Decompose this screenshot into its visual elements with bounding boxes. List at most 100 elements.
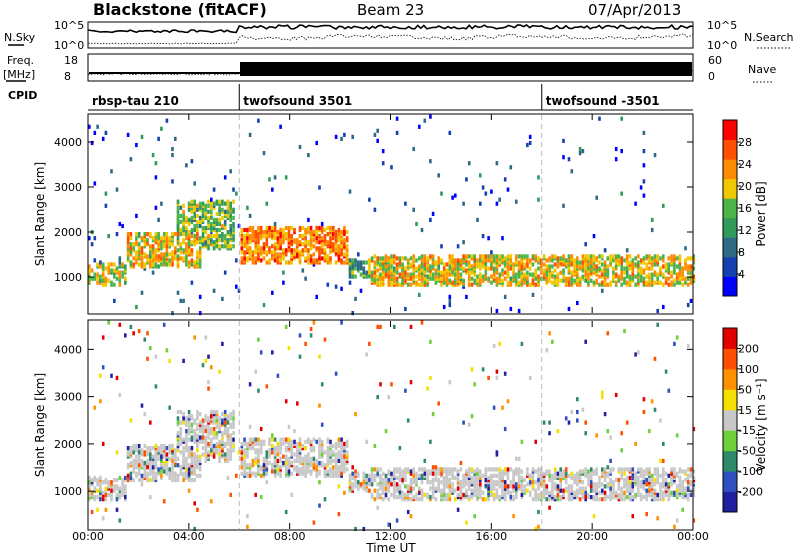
range-gate-cell xyxy=(479,264,482,269)
range-gate-cell xyxy=(132,331,135,336)
range-gate-cell xyxy=(187,201,191,206)
range-gate-cell xyxy=(185,225,188,231)
range-gate-cell xyxy=(492,473,496,478)
range-gate-cell xyxy=(479,173,482,178)
range-gate-cell xyxy=(304,244,307,249)
range-gate-cell xyxy=(492,258,496,263)
range-gate-cell xyxy=(110,268,113,273)
range-gate-cell xyxy=(473,254,476,259)
range-gate-cell xyxy=(631,475,635,480)
range-gate-cell xyxy=(381,480,385,485)
colorbar-tick-label: 50 xyxy=(738,383,752,396)
range-gate-cell xyxy=(345,248,349,253)
range-gate-cell xyxy=(448,467,452,472)
range-gate-cell xyxy=(193,234,196,239)
range-gate-cell xyxy=(204,439,208,444)
range-gate-cell xyxy=(182,471,185,476)
range-gate-cell xyxy=(506,488,510,493)
range-gate-cell xyxy=(645,471,648,476)
range-gate-cell xyxy=(498,495,501,500)
range-gate-cell xyxy=(171,153,174,158)
range-gate-cell xyxy=(678,276,682,281)
range-gate-cell xyxy=(198,250,202,255)
range-gate-cell xyxy=(137,454,141,459)
range-gate-cell xyxy=(99,274,102,279)
range-gate-cell xyxy=(501,480,504,485)
range-gate-cell xyxy=(124,475,127,480)
range-gate-cell xyxy=(479,258,482,263)
range-gate-cell xyxy=(323,238,327,243)
range-gate-cell xyxy=(254,369,257,374)
range-gate-cell xyxy=(204,240,208,245)
range-gate-cell xyxy=(487,467,490,472)
range-gate-cell xyxy=(262,302,266,308)
range-gate-cell xyxy=(484,477,488,483)
range-gate-cell xyxy=(429,495,432,500)
range-gate-cell xyxy=(509,467,513,472)
range-gate-cell xyxy=(429,471,432,476)
range-gate-cell xyxy=(637,254,640,259)
range-gate-cell xyxy=(326,446,330,451)
range-gate-cell xyxy=(246,524,249,529)
range-gate-cell xyxy=(576,300,579,306)
range-gate-cell xyxy=(418,256,421,261)
range-gate-cell xyxy=(515,276,518,281)
range-gate-cell xyxy=(207,215,210,220)
range-gate-cell xyxy=(551,254,554,259)
range-gate-cell xyxy=(129,157,133,162)
range-gate-cell xyxy=(309,254,313,259)
range-gate-cell xyxy=(340,320,343,325)
range-gate-cell xyxy=(429,469,432,474)
range-gate-cell xyxy=(689,280,693,285)
range-gate-cell xyxy=(601,471,604,476)
range-gate-cell xyxy=(387,469,391,474)
range-gate-cell xyxy=(556,492,560,497)
range-gate-cell xyxy=(684,280,687,285)
range-gate-cell xyxy=(190,234,194,239)
range-gate-cell xyxy=(495,201,499,206)
range-gate-cell xyxy=(639,495,643,500)
range-gate-cell xyxy=(301,242,305,247)
range-gate-cell xyxy=(196,219,199,224)
range-gate-cell xyxy=(492,467,496,472)
range-gate-cell xyxy=(215,227,219,233)
colorbar-tick-label: 100 xyxy=(738,363,759,376)
range-gate-cell xyxy=(309,240,313,245)
range-gate-cell xyxy=(537,480,540,485)
range-gate-cell xyxy=(637,490,640,495)
range-gate-cell xyxy=(620,276,623,281)
range-gate-cell xyxy=(393,324,396,329)
range-gate-cell xyxy=(492,254,496,259)
range-gate-cell xyxy=(601,390,604,395)
range-gate-cell xyxy=(115,495,119,500)
range-gate-cell xyxy=(232,221,235,227)
range-gate-cell xyxy=(279,227,282,233)
range-gate-cell xyxy=(387,497,391,502)
range-gate-cell xyxy=(149,232,152,237)
range-gate-cell xyxy=(612,270,615,275)
range-gate-cell xyxy=(639,467,643,472)
range-gate-cell xyxy=(312,252,316,257)
range-gate-cell xyxy=(498,471,501,476)
range-gate-cell xyxy=(395,276,399,281)
range-gate-cell xyxy=(246,450,249,455)
range-gate-cell xyxy=(110,495,113,500)
range-gate-cell xyxy=(162,322,166,327)
range-gate-cell xyxy=(370,256,374,261)
range-gate-cell xyxy=(143,460,147,466)
range-gate-cell xyxy=(251,250,255,255)
range-gate-cell xyxy=(479,486,482,491)
range-gate-cell xyxy=(686,282,690,287)
range-gate-cell xyxy=(681,488,684,493)
range-gate-cell xyxy=(271,469,274,474)
range-gate-cell xyxy=(215,424,219,429)
range-gate-cell xyxy=(171,465,174,470)
range-gate-cell xyxy=(146,446,149,451)
range-gate-cell xyxy=(271,437,274,442)
range-gate-cell xyxy=(204,335,208,340)
range-gate-cell xyxy=(329,439,332,444)
range-gate-cell xyxy=(562,155,565,160)
range-gate-cell xyxy=(113,488,116,493)
range-gate-cell xyxy=(212,426,216,432)
range-gate-cell xyxy=(495,308,499,314)
